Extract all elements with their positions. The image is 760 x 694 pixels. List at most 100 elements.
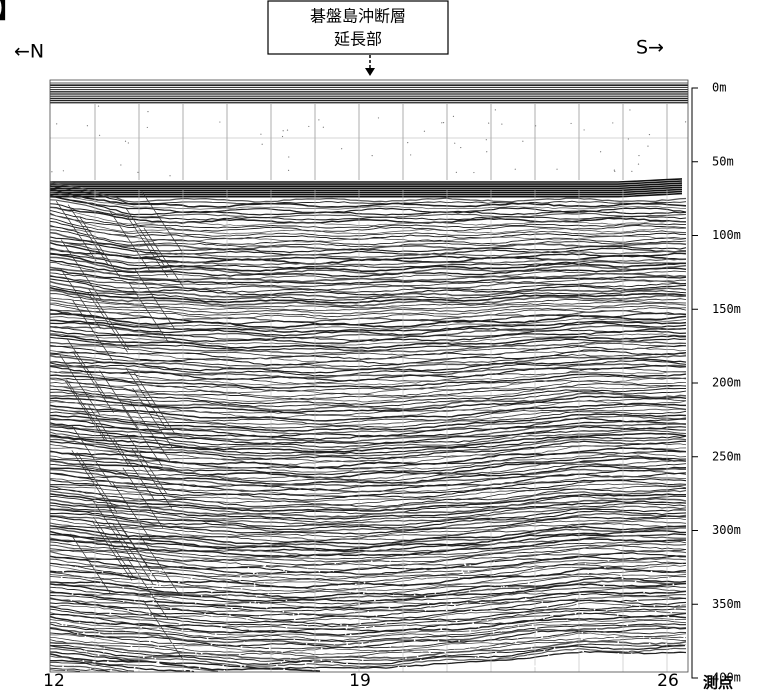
noise — [210, 616, 213, 619]
depth-label: 200m — [712, 376, 741, 390]
noise — [264, 615, 267, 618]
noise — [620, 670, 623, 672]
noise — [152, 601, 155, 603]
noise — [541, 571, 543, 574]
seafloor-reflector — [50, 182, 683, 187]
noise — [604, 566, 606, 569]
noise — [369, 618, 372, 620]
noise — [343, 564, 346, 567]
noise — [672, 583, 675, 586]
noise — [600, 581, 603, 584]
noise — [534, 665, 537, 668]
noise — [286, 129, 289, 131]
noise — [266, 655, 269, 657]
noise — [670, 667, 673, 670]
noise — [306, 603, 309, 606]
noise — [93, 660, 96, 663]
noise — [434, 592, 437, 594]
noise — [123, 662, 125, 665]
reflector — [49, 502, 687, 524]
noise — [70, 615, 73, 618]
noise — [299, 659, 302, 661]
noise — [71, 572, 74, 575]
noise — [219, 583, 222, 586]
noise — [62, 665, 64, 668]
noise — [252, 572, 255, 575]
noise — [551, 614, 554, 617]
depth-axis: 0m 50m 100m 150m 200m 250m 300m 350m 400m — [692, 81, 741, 685]
noise — [102, 651, 105, 653]
noise — [377, 117, 380, 119]
noise — [479, 601, 482, 604]
reflector — [49, 367, 687, 385]
reflector — [49, 570, 687, 590]
reflector — [49, 515, 686, 535]
reflector — [49, 217, 687, 237]
noise — [405, 657, 407, 660]
noise — [349, 669, 352, 672]
noise — [205, 583, 208, 586]
noise — [507, 647, 510, 650]
reflector — [49, 555, 687, 575]
reflector — [49, 543, 687, 563]
noise — [566, 619, 569, 622]
noise — [338, 584, 340, 587]
diffraction — [87, 292, 128, 353]
reflector — [50, 375, 687, 392]
noise — [287, 169, 290, 171]
noise — [151, 586, 154, 589]
noise — [281, 135, 284, 138]
noise — [646, 612, 649, 615]
noise — [455, 171, 457, 173]
noise — [151, 614, 154, 617]
reflector — [49, 576, 687, 599]
noise — [385, 622, 387, 625]
noise — [646, 658, 649, 661]
reflector — [49, 379, 687, 398]
noise — [157, 660, 160, 663]
noise — [206, 609, 208, 611]
reflector — [49, 278, 687, 296]
noise — [60, 576, 63, 579]
noise — [550, 614, 552, 616]
reflector — [49, 420, 687, 441]
reflector — [49, 602, 687, 624]
noise — [132, 637, 135, 640]
noise — [649, 637, 651, 640]
noise — [101, 571, 104, 573]
noise — [586, 615, 588, 618]
noise — [157, 646, 160, 648]
diffraction — [60, 268, 101, 329]
diffraction — [88, 405, 129, 466]
reflector — [49, 226, 687, 243]
noise — [283, 569, 285, 572]
noise — [119, 578, 122, 581]
reflector — [49, 487, 687, 508]
noise — [98, 632, 101, 634]
noise — [424, 595, 427, 598]
diffraction — [93, 500, 134, 562]
depth-label: 0m — [712, 81, 726, 95]
noise — [222, 665, 225, 667]
noise — [104, 667, 106, 670]
noise — [159, 584, 161, 587]
diffraction — [125, 367, 167, 429]
noise — [356, 589, 358, 591]
diffraction — [88, 288, 130, 350]
noise — [501, 123, 503, 125]
noise — [667, 576, 670, 579]
reflector — [50, 510, 687, 531]
reflector — [49, 599, 687, 621]
noise — [65, 586, 67, 589]
reflector — [49, 530, 686, 551]
reflector — [49, 452, 687, 473]
noise — [153, 647, 155, 650]
noise — [440, 628, 443, 631]
reflector — [50, 312, 687, 329]
depth-label: 50m — [712, 154, 734, 168]
noise — [238, 654, 241, 656]
reflector — [49, 644, 687, 665]
noise — [457, 646, 460, 648]
noise — [413, 639, 416, 642]
noise — [312, 668, 315, 671]
